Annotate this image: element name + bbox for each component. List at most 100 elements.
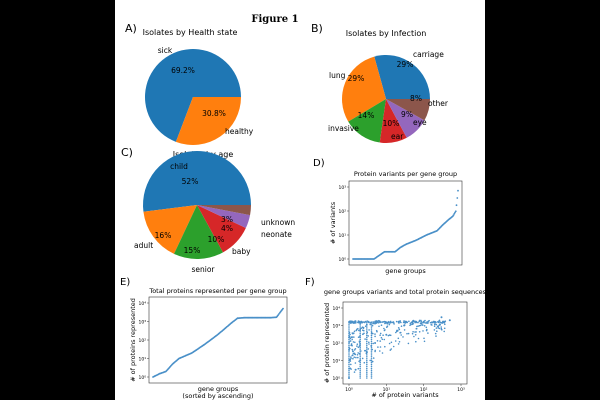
chart-title: Isolates by Infection bbox=[346, 29, 427, 38]
slice-percent-adult: 16% bbox=[155, 231, 172, 240]
data-point bbox=[366, 365, 368, 368]
data-point bbox=[440, 316, 443, 319]
data-point bbox=[376, 330, 378, 333]
data-point bbox=[435, 321, 437, 324]
data-point bbox=[423, 325, 426, 327]
data-point bbox=[366, 352, 368, 354]
data-point bbox=[359, 338, 361, 341]
slice-percent-baby: 10% bbox=[208, 235, 225, 244]
data-point bbox=[359, 359, 361, 362]
data-point bbox=[370, 352, 373, 354]
chart-title: Total proteins represented per gene grou… bbox=[148, 287, 286, 295]
data-point bbox=[370, 365, 373, 368]
pie-chart-2: C)Isolates by agechild52%adult16%senior1… bbox=[121, 146, 295, 274]
data-point bbox=[354, 368, 357, 371]
axes-frame bbox=[342, 301, 468, 385]
data-point bbox=[354, 348, 357, 350]
data-point bbox=[434, 332, 437, 335]
data-point bbox=[356, 343, 359, 346]
data-point bbox=[354, 353, 357, 356]
data-point bbox=[359, 354, 361, 356]
data-point bbox=[348, 336, 350, 339]
data-point bbox=[349, 340, 352, 342]
data-point bbox=[362, 333, 364, 336]
pie-slice-ear bbox=[379, 99, 407, 143]
data-point bbox=[440, 326, 443, 328]
data-point bbox=[413, 335, 415, 338]
data-point bbox=[366, 344, 368, 347]
data-point bbox=[370, 350, 373, 352]
data-point bbox=[348, 373, 350, 375]
data-point bbox=[354, 320, 356, 322]
data-point bbox=[395, 331, 397, 334]
data-point bbox=[384, 321, 387, 323]
pie-slice-sick bbox=[145, 49, 241, 142]
data-point bbox=[372, 321, 374, 323]
data-point bbox=[353, 332, 355, 334]
data-point bbox=[389, 349, 392, 351]
data-point bbox=[384, 329, 386, 331]
data-point bbox=[356, 354, 359, 356]
data-point bbox=[357, 320, 360, 322]
data-point bbox=[388, 323, 391, 326]
data-point bbox=[432, 321, 435, 323]
data-point bbox=[406, 332, 408, 335]
panel-label: C) bbox=[121, 146, 133, 159]
data-point bbox=[390, 348, 393, 350]
data-point bbox=[409, 324, 411, 327]
data-point bbox=[399, 332, 401, 334]
data-point bbox=[439, 323, 441, 326]
slice-percent-unknown: 3% bbox=[221, 215, 233, 224]
data-point bbox=[351, 348, 354, 351]
data-point bbox=[366, 348, 368, 350]
data-point bbox=[350, 343, 353, 345]
figure: Figure 1 A) Isolates by Health state sick 6… bbox=[115, 0, 485, 400]
data-points bbox=[352, 189, 459, 260]
data-point bbox=[379, 340, 382, 342]
slice-label-senior: senior bbox=[191, 265, 215, 274]
pie-slice-adult bbox=[143, 205, 197, 254]
data-point bbox=[389, 321, 392, 324]
data-point bbox=[357, 356, 359, 359]
data-point bbox=[359, 340, 361, 343]
data-point bbox=[348, 367, 350, 370]
data-point bbox=[427, 332, 429, 334]
data-point bbox=[349, 360, 352, 362]
data-point bbox=[353, 349, 356, 351]
data-point bbox=[350, 357, 352, 360]
data-point bbox=[415, 327, 418, 330]
data-point bbox=[359, 323, 361, 325]
data-point bbox=[348, 363, 350, 366]
data-point bbox=[370, 356, 373, 358]
data-point bbox=[353, 356, 355, 359]
data-point bbox=[357, 336, 360, 339]
x-axis-label-2: (sorted by ascending) bbox=[182, 392, 253, 400]
data-points bbox=[348, 316, 451, 379]
data-point bbox=[419, 322, 422, 325]
data-point bbox=[422, 330, 424, 332]
data-point bbox=[370, 338, 373, 341]
data-point bbox=[359, 350, 361, 352]
y-tick-label: 10¹ bbox=[338, 233, 346, 239]
data-point bbox=[437, 327, 440, 329]
slice-label-ear: ear bbox=[391, 132, 404, 141]
data-point bbox=[386, 325, 389, 328]
data-point bbox=[359, 332, 361, 335]
data-point bbox=[348, 358, 350, 360]
data-point bbox=[366, 373, 368, 375]
data-point bbox=[383, 338, 386, 341]
data-point bbox=[363, 329, 365, 332]
data-point bbox=[438, 319, 441, 322]
data-point bbox=[366, 375, 368, 377]
pie-slice-lung bbox=[342, 56, 386, 122]
data-point bbox=[448, 319, 451, 322]
data-point bbox=[400, 321, 402, 324]
pie-slice-carriage bbox=[374, 55, 430, 99]
y-tick-label: 10³ bbox=[338, 185, 346, 191]
data-point bbox=[348, 323, 350, 325]
data-point bbox=[370, 369, 373, 372]
data-point bbox=[395, 320, 398, 323]
data-point bbox=[350, 336, 352, 339]
data-point bbox=[374, 350, 376, 353]
data-point bbox=[376, 340, 379, 342]
